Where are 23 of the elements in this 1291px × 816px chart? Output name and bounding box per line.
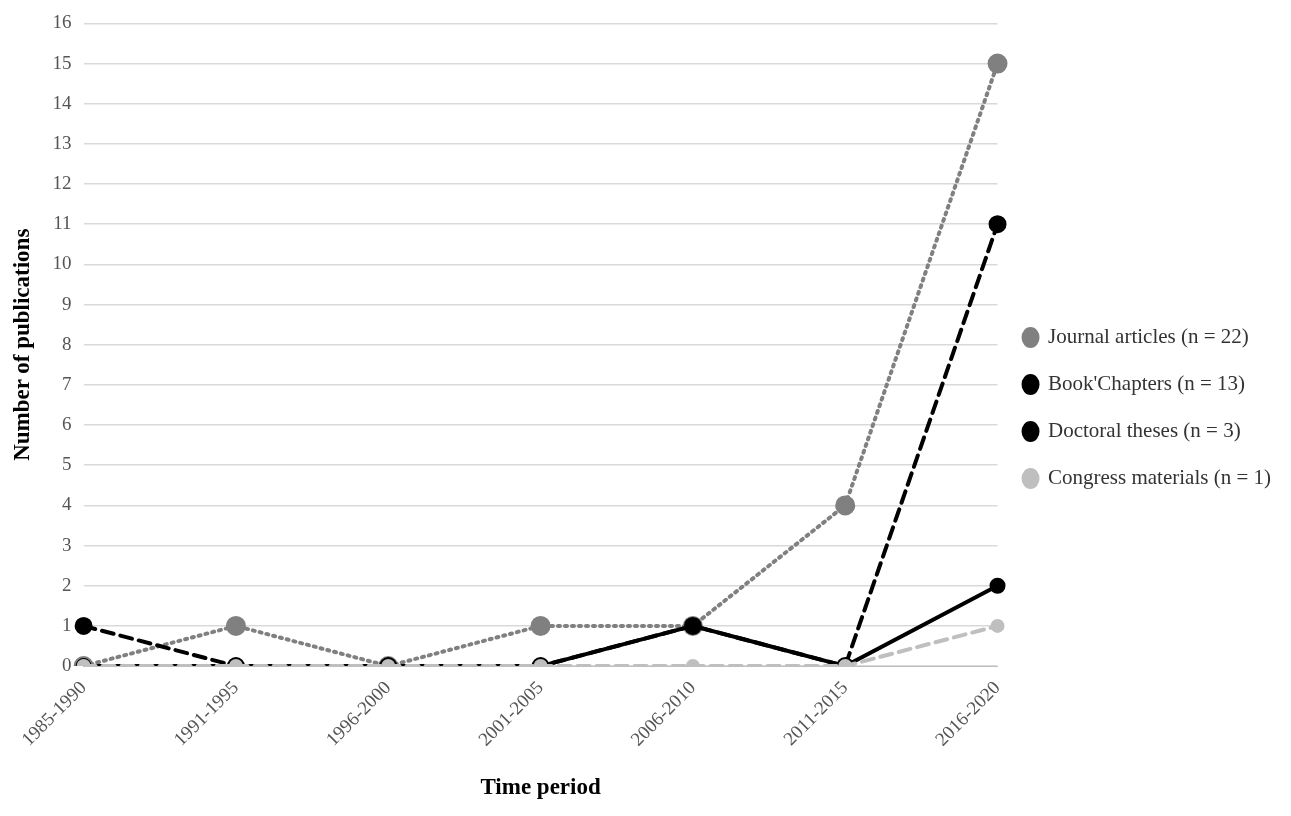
y-tick-label: 4 (62, 493, 73, 515)
y-tick-label: 1 (62, 613, 72, 635)
y-tick-label: 14 (52, 91, 73, 113)
y-tick-label: 9 (62, 292, 72, 314)
y-tick-label: 6 (62, 413, 72, 435)
y-tick-label: 13 (52, 131, 72, 153)
y-axis-title: Number of publications (8, 228, 34, 461)
y-tick-label: 0 (62, 654, 72, 676)
y-tick-label: 12 (52, 172, 72, 194)
legend-label: Book'Chapters (n = 13) (1048, 371, 1246, 396)
y-tick-label: 15 (52, 51, 72, 73)
legend-label: Congress materials (n = 1) (1048, 465, 1272, 490)
y-tick-label: 7 (62, 372, 72, 394)
legend-label: Journal articles (n = 22) (1048, 324, 1249, 349)
y-tick-label: 8 (62, 332, 72, 354)
y-tick-label: 16 (52, 11, 72, 33)
legend-label: Doctoral theses (n = 3) (1048, 418, 1241, 443)
y-tick-label: 10 (52, 252, 72, 274)
x-axis-title: Time period (480, 774, 601, 800)
y-tick-label: 5 (62, 453, 72, 475)
y-tick-label: 2 (62, 573, 72, 595)
y-tick-label: 11 (53, 212, 72, 234)
y-tick-label: 3 (62, 533, 72, 555)
